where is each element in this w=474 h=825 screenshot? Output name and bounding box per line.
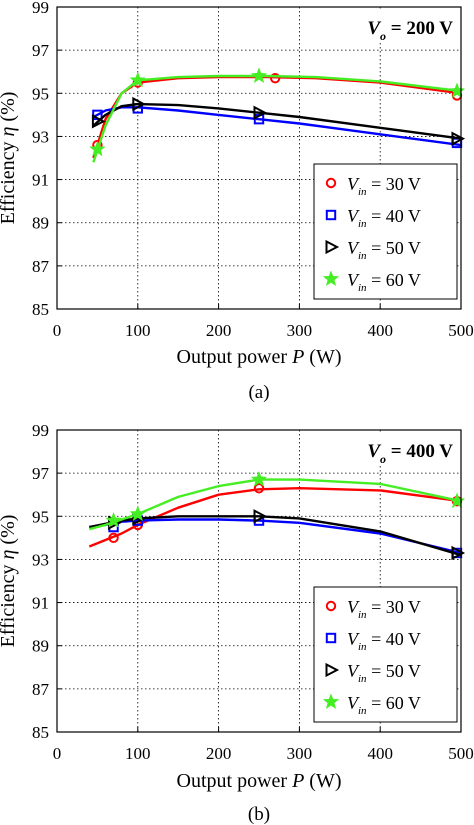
y-tick-label: 87	[32, 680, 50, 699]
data-point	[253, 105, 268, 120]
series-star	[89, 67, 466, 163]
legend-marker	[322, 270, 340, 287]
x-tick-label: 500	[448, 744, 474, 763]
annotation-background	[327, 11, 457, 41]
y-tick-label: 91	[32, 171, 49, 190]
y-tick-label: 99	[32, 0, 49, 17]
x-axis-title: Output power P (W)	[177, 770, 342, 792]
panel-label: (a)	[248, 382, 269, 403]
x-tick-label: 100	[125, 321, 151, 340]
data-point	[129, 505, 147, 522]
data-point	[105, 511, 122, 528]
x-tick-label: 400	[367, 744, 393, 763]
y-tick-label: 95	[32, 84, 49, 103]
data-point	[451, 131, 466, 146]
series-line	[92, 106, 462, 147]
panel-a-chart: 0 100 200 300 400 500 85 87 89 91 93 95 97 99 Vo = 200…	[0, 0, 474, 403]
legend-label: Vin = 30 V	[347, 597, 421, 621]
y-axis-title: Efficiency η (%)	[0, 515, 19, 648]
panel-b-chart: 0 100 200 300 400 500 85 87 89 91 93 95 97 99 Vo = 400…	[0, 421, 474, 825]
y-tick-label: 89	[32, 637, 49, 656]
data-point	[250, 470, 268, 487]
x-tick-label: 200	[206, 321, 232, 340]
legend-marker	[325, 632, 337, 644]
legend-label: Vin = 60 V	[347, 270, 421, 294]
series-line	[92, 74, 462, 163]
plot-frame	[56, 6, 462, 310]
x-tick-label: 200	[206, 744, 232, 763]
y-tick-label: 95	[32, 507, 49, 526]
data-point	[451, 545, 466, 561]
legend-marker	[322, 693, 340, 710]
y-tick-label: 93	[32, 127, 49, 146]
data-point	[269, 72, 281, 84]
data-point	[91, 114, 106, 129]
legend-label: Vin = 50 V	[347, 238, 421, 262]
series-line	[89, 518, 462, 555]
data-point	[89, 140, 106, 157]
y-tick-label: 97	[32, 464, 50, 483]
y-tick-label: 89	[32, 214, 49, 233]
legend-marker	[325, 600, 337, 612]
y-tick-label: 93	[32, 550, 49, 569]
plot-frame	[56, 429, 462, 733]
legend-marker	[325, 662, 340, 678]
x-tick-label: 500	[448, 321, 474, 340]
data-point	[253, 509, 268, 524]
y-tick-label: 85	[32, 723, 49, 742]
legend-label: Vin = 60 V	[347, 693, 421, 717]
legend-label: Vin = 50 V	[347, 661, 421, 685]
y-tick-label: 87	[32, 257, 50, 276]
annotation-background	[327, 434, 457, 464]
legend-label: Vin = 40 V	[347, 206, 421, 230]
vo-annotation: Vo = 200 V	[367, 18, 453, 43]
series-square	[92, 103, 463, 149]
data-point	[129, 71, 147, 88]
legend: Vin = 30 V Vin = 40 V Vin = 50 V Vin = 60 V	[313, 163, 458, 300]
y-axis-title: Efficiency η (%)	[0, 92, 19, 225]
data-point	[250, 67, 268, 84]
series-line	[92, 75, 462, 159]
data-point	[253, 483, 265, 494]
x-axis-title: Output power P (W)	[177, 346, 342, 368]
data-point	[448, 82, 466, 99]
legend-marker	[325, 239, 340, 255]
legend: Vin = 30 V Vin = 40 V Vin = 50 V Vin = 60 V	[313, 586, 458, 723]
data-point	[448, 492, 466, 509]
series-circle	[92, 72, 463, 159]
x-tick-label: 0	[53, 321, 62, 340]
x-tick-label: 300	[287, 744, 313, 763]
data-point	[132, 96, 146, 112]
y-tick-label: 91	[32, 594, 49, 613]
y-tick-label: 99	[32, 421, 49, 440]
legend-marker	[325, 177, 337, 189]
series-star	[88, 470, 466, 531]
legend-label: Vin = 30 V	[347, 174, 421, 198]
legend-marker	[325, 209, 337, 221]
x-tick-label: 100	[125, 744, 151, 763]
y-tick-label: 85	[32, 300, 49, 319]
series-triangle-right	[89, 509, 466, 561]
series-line	[88, 487, 462, 548]
data-point	[108, 532, 119, 544]
panel-label: (b)	[248, 804, 270, 825]
x-tick-label: 0	[53, 744, 62, 763]
legend-label: Vin = 40 V	[347, 629, 421, 653]
x-tick-label: 400	[367, 321, 393, 340]
x-tick-label: 300	[287, 321, 313, 340]
series-circle	[88, 483, 463, 548]
vo-annotation: Vo = 400 V	[367, 441, 453, 466]
y-tick-label: 97	[32, 41, 50, 60]
